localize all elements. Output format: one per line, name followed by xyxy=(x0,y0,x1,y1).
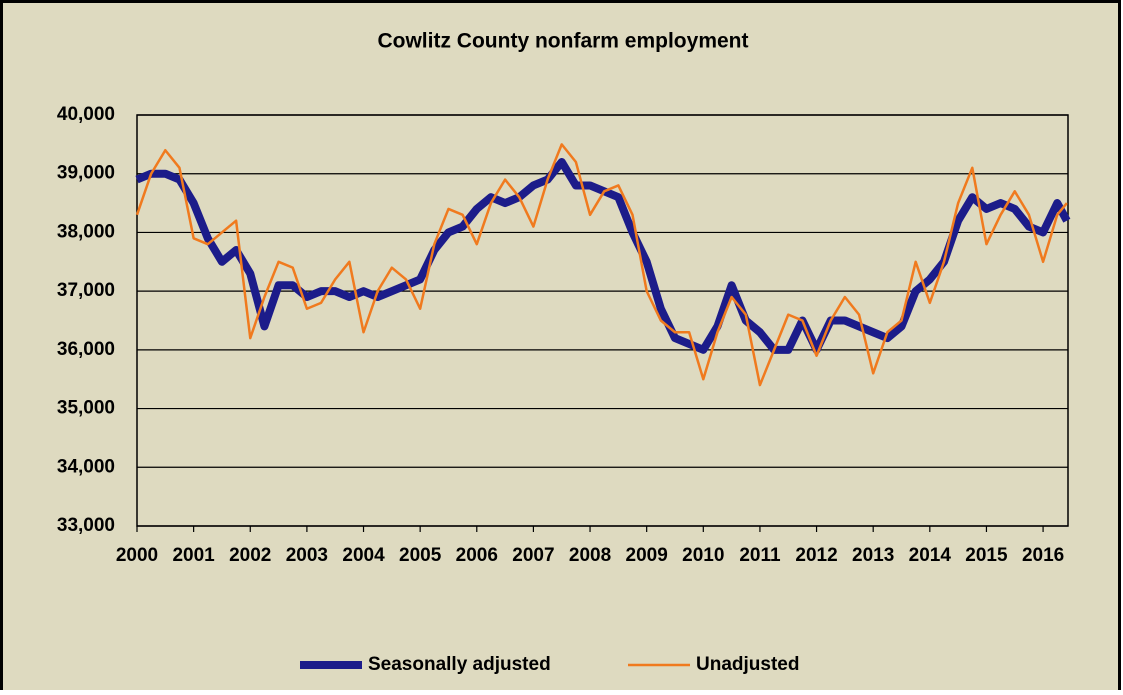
x-tick-label: 2013 xyxy=(852,545,894,566)
x-tick-label: 2002 xyxy=(229,545,271,566)
x-tick-label: 2004 xyxy=(342,545,385,566)
x-tick-label: 2016 xyxy=(1022,545,1064,566)
lines xyxy=(135,143,1071,387)
legend-label: Unadjusted xyxy=(696,654,799,675)
x-tick-label: 2006 xyxy=(456,545,498,566)
x-tick-label: 2000 xyxy=(116,545,158,566)
y-tick-label: 33,000 xyxy=(57,515,115,536)
x-tick-label: 2003 xyxy=(286,545,328,566)
x-tick-label: 2001 xyxy=(172,545,215,566)
x-tick-label: 2005 xyxy=(399,545,442,566)
y-tick-label: 39,000 xyxy=(57,163,115,184)
y-tick-label: 37,000 xyxy=(57,280,115,301)
x-tick-label: 2007 xyxy=(512,545,554,566)
x-tick-label: 2015 xyxy=(965,545,1008,566)
series-line xyxy=(135,143,1068,387)
grid: 33,000 34,000 35,000 36,000 37,000 38,000 39,0… xyxy=(57,104,1068,566)
y-tick-label: 38,000 xyxy=(57,221,115,242)
x-tick-label: 2009 xyxy=(626,545,668,566)
plot-area xyxy=(136,114,1069,527)
x-tick-label: 2012 xyxy=(795,545,837,566)
x-tick-label: 2014 xyxy=(909,545,952,566)
x-tick-label: 2010 xyxy=(682,545,724,566)
legend: Seasonally adjusted Unadjusted xyxy=(300,654,799,675)
y-tick-label: 36,000 xyxy=(57,339,115,360)
legend-label: Seasonally adjusted xyxy=(368,654,551,675)
y-tick-label: 35,000 xyxy=(57,398,115,419)
x-tick-label: 2008 xyxy=(569,545,611,566)
y-tick-label: 40,000 xyxy=(57,104,115,125)
y-tick-label: 34,000 xyxy=(57,456,115,477)
x-tick-label: 2011 xyxy=(739,545,781,566)
chart-title: Cowlitz County nonfarm employment xyxy=(377,30,748,53)
